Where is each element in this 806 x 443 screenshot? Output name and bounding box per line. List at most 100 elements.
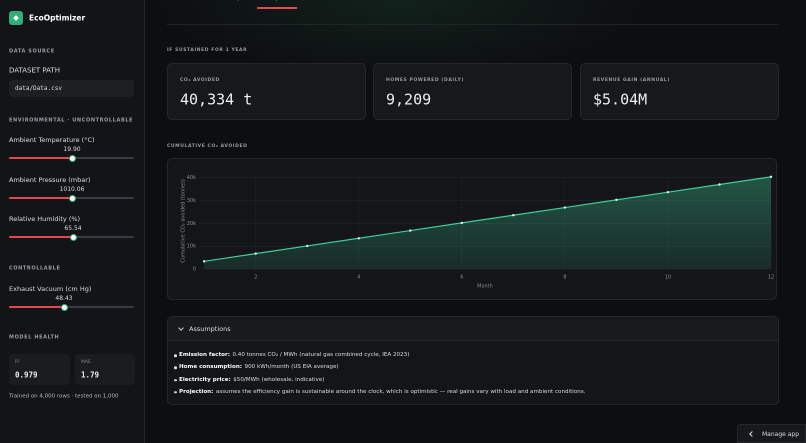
kpi-label: HOMES POWERED (DAILY) xyxy=(386,77,464,83)
section-heading: MODEL HEALTH xyxy=(9,334,60,341)
x-tick-label: 4 xyxy=(357,275,360,281)
assumption-text: 900 kWh/month (US EIA average) xyxy=(244,364,339,371)
point xyxy=(254,252,257,255)
kpi-value: 9,209 xyxy=(386,90,432,109)
slider-value: 1010.06 xyxy=(59,186,85,193)
metric-label: R² xyxy=(15,359,20,365)
training-note: Trained on 4,000 rows · tested on 1,000 xyxy=(9,393,119,400)
divider xyxy=(167,24,779,25)
assumption-item: Emission factor: 0.40 tonnes CO₂ / MWh (n… xyxy=(174,352,410,359)
chevron xyxy=(749,431,755,437)
bullet xyxy=(174,366,177,369)
assumption-label: Home consumption: xyxy=(179,364,243,371)
slider-fill xyxy=(9,157,72,159)
kpi-card: HOMES POWERED (DAILY) 9,209 xyxy=(373,63,572,120)
y-tick-label: 30k xyxy=(187,198,196,204)
assumption-text: $50/MWh (wholesale, indicative) xyxy=(233,376,325,383)
app-name: EcoOptimizer xyxy=(29,13,86,23)
metric-value: 0.979 xyxy=(15,370,38,380)
assumption-label: Electricity price: xyxy=(179,376,231,383)
slider-thumb[interactable] xyxy=(68,194,76,202)
assumption-item: Projection: assumes the efficiency gain i… xyxy=(174,389,586,396)
slider-track[interactable] xyxy=(9,306,134,308)
assumption-label: Emission factor: xyxy=(179,352,230,359)
slider-value: 65.54 xyxy=(64,225,82,232)
y-tick-label: 20k xyxy=(187,221,196,227)
x-tick-label: 8 xyxy=(563,275,566,281)
section-heading: IF SUSTAINED FOR 1 YEAR xyxy=(167,47,248,53)
kpi-value: $5.04M xyxy=(593,90,648,109)
point xyxy=(306,244,309,248)
slider-label: Relative Humidity (%) xyxy=(9,214,81,223)
section-heading: DATA SOURCE xyxy=(9,48,55,55)
metric-card: R² 0.979 xyxy=(9,354,70,385)
tab-underline xyxy=(257,7,297,9)
point xyxy=(357,237,360,240)
slider-value: 19.90 xyxy=(63,146,81,153)
chart-card: 0 10k 20k 30k 40k 2 4 6 8 10 12 Month Cumulative CO₂… xyxy=(167,158,777,300)
slider-thumb[interactable] xyxy=(68,154,76,162)
point xyxy=(460,221,464,225)
bullet xyxy=(174,391,177,394)
assumptions-header[interactable] xyxy=(168,317,778,341)
section-heading: ENVIRONMENTAL · UNCONTROLLABLE xyxy=(9,117,134,124)
slider-thumb[interactable] xyxy=(69,233,77,241)
assumption-item: Electricity price: $50/MWh (wholesale, in… xyxy=(174,376,325,384)
slider-label: Exhaust Vacuum (cm Hg) xyxy=(9,284,92,293)
button-label: Manage app xyxy=(762,430,800,438)
x-tick-label: 6 xyxy=(460,275,463,281)
point xyxy=(615,198,618,202)
assumption-label: Projection: xyxy=(179,389,214,396)
metric-label: MAE xyxy=(81,359,91,365)
kpi-label: CO₂ AVOIDED xyxy=(180,77,220,83)
kpi-card: REVENUE GAIN (ANNUAL) $5.04M xyxy=(580,63,779,120)
y-tick-label: 10k xyxy=(187,244,196,250)
metric-card: MAE 1.79 xyxy=(75,354,135,385)
chart-title: CUMULATIVE CO₂ AVOIDED xyxy=(167,143,248,149)
point xyxy=(512,214,515,217)
metric-value: 1.79 xyxy=(81,370,100,380)
point xyxy=(769,175,773,179)
x-tick-label: 12 xyxy=(768,275,774,281)
assumption-item: Home consumption: 900 kWh/month (US EIA a… xyxy=(174,364,339,372)
slider-fill xyxy=(9,197,72,199)
section-heading: CONTROLLABLE xyxy=(9,265,61,272)
y-axis-label: Cumulative CO₂ avoided (tonnes) xyxy=(181,179,187,263)
tab[interactable]: Analysis xyxy=(224,0,249,1)
bullet xyxy=(174,354,177,357)
tab[interactable]: Overview xyxy=(178,0,206,1)
point xyxy=(563,206,567,209)
line xyxy=(204,176,772,262)
assumptions-panel: Assumptions Emission factor: 0.40 tonnes C… xyxy=(167,316,779,405)
kpi-value: 40,334 t xyxy=(180,90,253,109)
slider-value: 48.43 xyxy=(55,295,73,302)
tab[interactable]: Impact xyxy=(268,0,289,1)
assumption-text: assumes the efficiency gain is sustainab… xyxy=(215,389,586,396)
point xyxy=(718,183,721,186)
point xyxy=(202,260,206,263)
chart: 0 10k 20k 30k 40k 2 4 6 8 10 12 Month Cumulative CO₂… xyxy=(181,173,774,290)
slider-label: Ambient Pressure (mbar) xyxy=(9,175,91,184)
x-axis-label: Month xyxy=(477,284,493,290)
slider-label: Ambient Temperature (°C) xyxy=(9,135,95,144)
assumptions-title: Assumptions xyxy=(189,324,231,333)
x-tick-label: 2 xyxy=(254,275,257,281)
path-input[interactable]: data/Data.csv xyxy=(9,80,134,97)
slider-fill xyxy=(9,236,73,238)
slider-fill xyxy=(9,306,64,308)
slider-thumb[interactable] xyxy=(60,303,68,311)
path-value: data/Data.csv xyxy=(15,84,62,92)
y-tick-label: 40k xyxy=(187,175,196,181)
area-fill xyxy=(204,176,772,269)
point xyxy=(666,190,670,194)
kpi-label: REVENUE GAIN (ANNUAL) xyxy=(593,77,670,83)
point xyxy=(409,229,412,232)
field-label: DATASET PATH xyxy=(9,66,60,75)
y-tick-label: 0 xyxy=(193,267,196,273)
bullet xyxy=(174,378,177,382)
kpi-card: CO₂ AVOIDED 40,334 t xyxy=(167,63,366,120)
assumption-text: 0.40 tonnes CO₂ / MWh (natural gas combi… xyxy=(232,352,410,359)
x-tick-label: 10 xyxy=(665,275,671,281)
manage-app-button[interactable]: Manage app xyxy=(737,424,806,443)
